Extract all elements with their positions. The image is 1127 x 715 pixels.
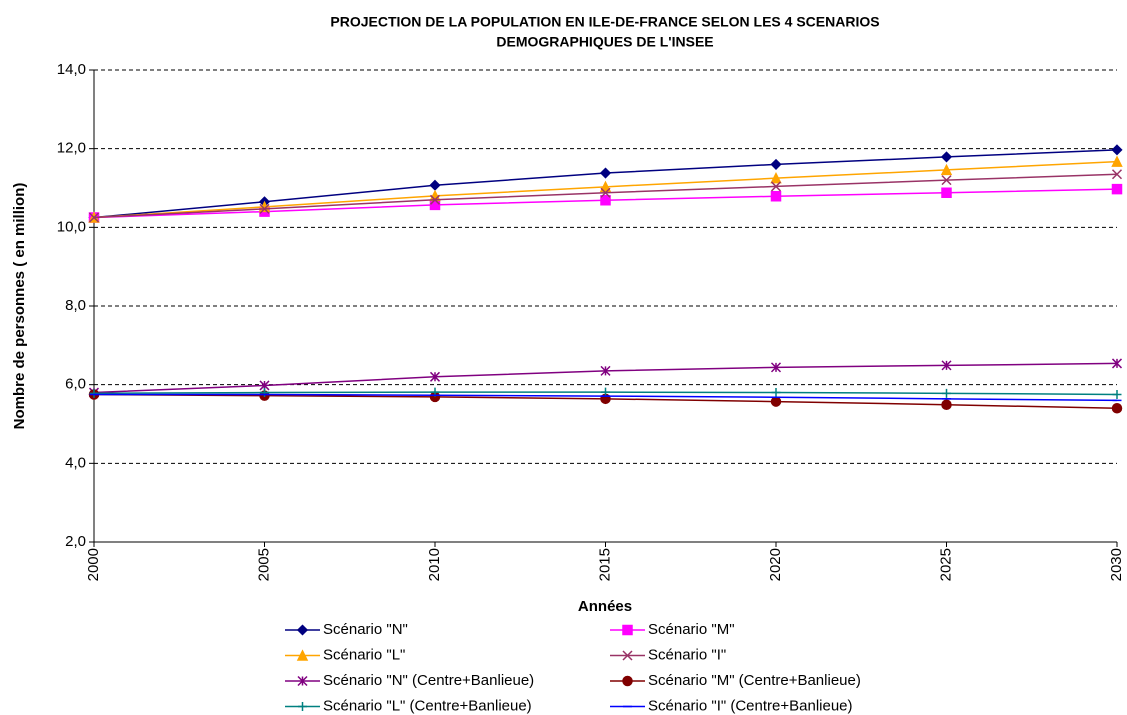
- y-tick-label: 8,0: [65, 297, 86, 314]
- legend-label: Scénario "I" (Centre+Banlieue): [648, 697, 853, 714]
- marker: [1111, 144, 1123, 156]
- marker: [941, 187, 952, 198]
- marker: [429, 371, 441, 382]
- y-tick-label: 14,0: [57, 61, 86, 78]
- marker: [942, 388, 951, 398]
- x-tick-label: 2030: [1108, 548, 1125, 581]
- marker: [770, 362, 782, 373]
- marker: [429, 194, 441, 205]
- marker: [429, 199, 441, 211]
- x-tick-label: 2000: [85, 548, 102, 581]
- marker: [771, 388, 781, 398]
- marker: [429, 179, 441, 191]
- marker: [1111, 358, 1123, 369]
- marker: [941, 399, 952, 410]
- marker: [941, 360, 952, 371]
- marker: [770, 396, 782, 407]
- legend-marker: [297, 675, 308, 687]
- y-tick-label: 12,0: [57, 140, 86, 157]
- marker: [770, 171, 782, 184]
- legend-label: Scénario "L": [323, 646, 405, 663]
- marker: [600, 194, 611, 206]
- marker: [1112, 390, 1122, 399]
- y-tick-label: 6,0: [65, 376, 86, 393]
- marker: [600, 365, 611, 376]
- marker: [770, 181, 782, 192]
- legend-marker: [622, 624, 633, 636]
- chart-title: DEMOGRAPHIQUES DE L'INSEE: [496, 34, 713, 50]
- y-tick-label: 2,0: [65, 533, 86, 550]
- marker: [599, 167, 612, 179]
- marker: [940, 151, 953, 163]
- legend-marker: [298, 702, 307, 711]
- chart-title: PROJECTION DE LA POPULATION EN ILE-DE-FR…: [330, 14, 879, 30]
- legend-label: Scénario "M": [648, 621, 735, 638]
- legend-marker: [622, 650, 633, 661]
- x-tick-label: 2020: [767, 548, 784, 581]
- x-tick-label: 2025: [937, 548, 954, 581]
- marker: [88, 212, 100, 223]
- x-axis-title: Années: [578, 598, 632, 615]
- marker: [1111, 183, 1123, 195]
- marker: [940, 163, 953, 176]
- marker: [1111, 155, 1123, 167]
- legend-label: Scénario "I": [648, 646, 726, 663]
- legend-label: Scénario "L" (Centre+Banlieue): [323, 697, 532, 714]
- marker: [601, 387, 610, 397]
- marker: [260, 388, 269, 398]
- x-tick-label: 2015: [596, 548, 613, 581]
- marker: [89, 388, 99, 398]
- legend-label: Scénario "M" (Centre+Banlieue): [648, 672, 861, 689]
- marker: [1111, 169, 1123, 180]
- marker: [259, 203, 270, 214]
- y-tick-label: 4,0: [65, 454, 86, 471]
- x-tick-label: 2010: [426, 548, 443, 581]
- legend-label: Scénario "N": [323, 621, 408, 638]
- y-axis-title: Nombre de personnes ( en million): [11, 183, 28, 430]
- y-tick-label: 10,0: [57, 218, 86, 235]
- legend-marker: [622, 675, 633, 687]
- x-tick-label: 2005: [255, 548, 272, 581]
- marker: [600, 187, 611, 198]
- marker: [941, 175, 952, 186]
- marker: [770, 191, 782, 202]
- marker: [770, 158, 782, 170]
- legend-label: Scénario "N" (Centre+Banlieue): [323, 672, 534, 689]
- legend-marker: [296, 649, 309, 661]
- marker: [1111, 403, 1123, 414]
- marker: [599, 180, 612, 193]
- legend-marker: [296, 624, 309, 636]
